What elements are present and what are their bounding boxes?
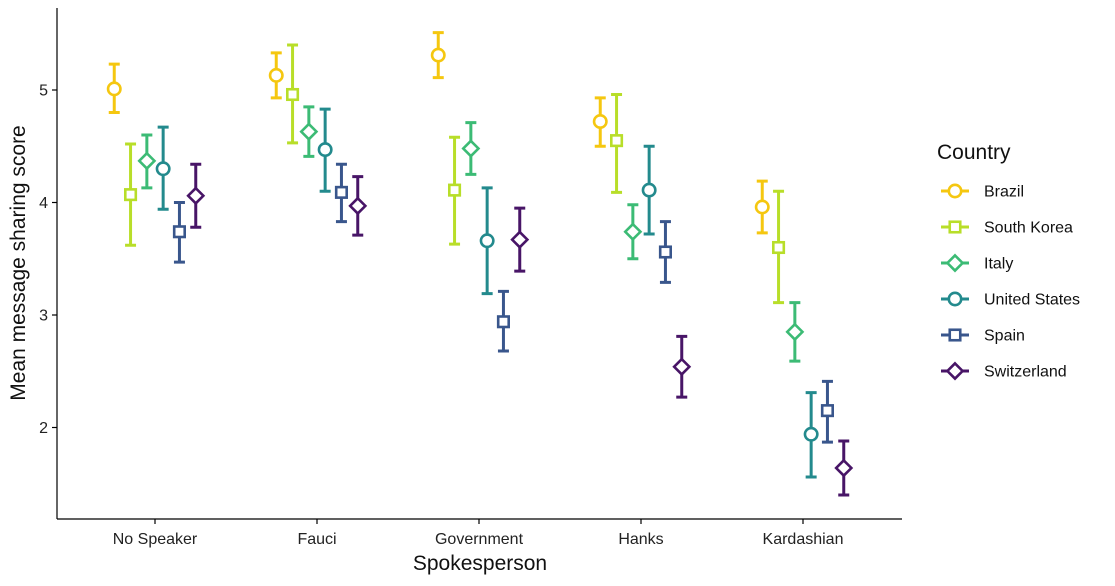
legend-key-marker [945,253,965,273]
data-point [820,404,835,418]
legend-label: Spain [984,328,1025,345]
series-brazil [106,31,770,235]
data-point [317,142,333,158]
data-point [285,87,300,102]
data-point [268,67,284,83]
legend-key-marker [947,183,963,199]
data-point [785,322,805,342]
data-point [672,357,692,377]
data-point [172,225,186,239]
y-ticks: 2 3 4 5 [39,83,57,437]
data-marks [106,31,854,497]
x-tick-label: Hanks [618,531,663,548]
legend-item: Brazil [941,184,1024,201]
legend: Country Brazil South Korea Italy United Sta… [937,141,1080,381]
legend-key-marker [947,291,963,307]
x-ticks: No Speaker Fauci Government Hanks Kardashian [113,519,844,548]
series-south-korea [124,43,786,305]
legend-items: Brazil South Korea Italy United States Spain… [941,184,1080,381]
data-point [430,47,446,63]
series-united-states [155,107,819,479]
y-tick-label: 3 [39,308,48,325]
x-tick-label: Kardashian [763,531,844,548]
data-point [447,183,462,197]
data-point [186,186,206,206]
data-point [609,134,624,148]
data-point [592,114,608,130]
legend-key-marker [945,361,965,381]
data-point [155,161,171,177]
data-point [496,315,511,329]
legend-label: South Korea [984,220,1073,237]
data-point [479,233,495,249]
data-point [106,81,122,97]
data-point [641,182,657,198]
data-point [834,458,854,478]
x-axis-title: Spokesperson [413,552,547,575]
legend-key-marker [948,328,962,342]
series-switzerland [186,162,854,497]
legend-item: United States [941,291,1080,309]
data-point [137,151,157,171]
data-point [623,222,643,242]
plot-area: 2 3 4 5 No Speaker Fauci Government Hanks Karda… [39,8,902,548]
legend-label: United States [984,292,1080,309]
data-point [348,196,368,216]
data-point [754,199,770,215]
legend-key-marker [948,220,962,234]
data-point [510,230,530,250]
legend-label: Switzerland [984,364,1067,381]
data-point [803,426,819,442]
legend-item: Spain [941,328,1025,345]
data-point [658,245,673,259]
y-axis-title: Mean message sharing score [7,125,30,400]
data-point [771,240,786,255]
y-tick-label: 5 [39,83,48,100]
x-tick-label: Fauci [297,531,336,548]
legend-item: Switzerland [941,361,1067,381]
data-point [334,185,349,199]
series-spain [172,162,835,444]
data-point [461,139,481,158]
legend-title: Country [937,141,1011,164]
legend-label: Italy [984,256,1013,273]
data-point [299,122,319,142]
y-tick-label: 2 [39,420,48,437]
data-point [124,188,138,202]
legend-label: Brazil [984,184,1024,201]
legend-item: Italy [941,253,1013,273]
y-tick-label: 4 [39,195,48,212]
x-tick-label: Government [435,531,524,548]
series-italy [137,105,805,363]
x-tick-label: No Speaker [113,531,198,548]
legend-item: South Korea [941,220,1073,237]
